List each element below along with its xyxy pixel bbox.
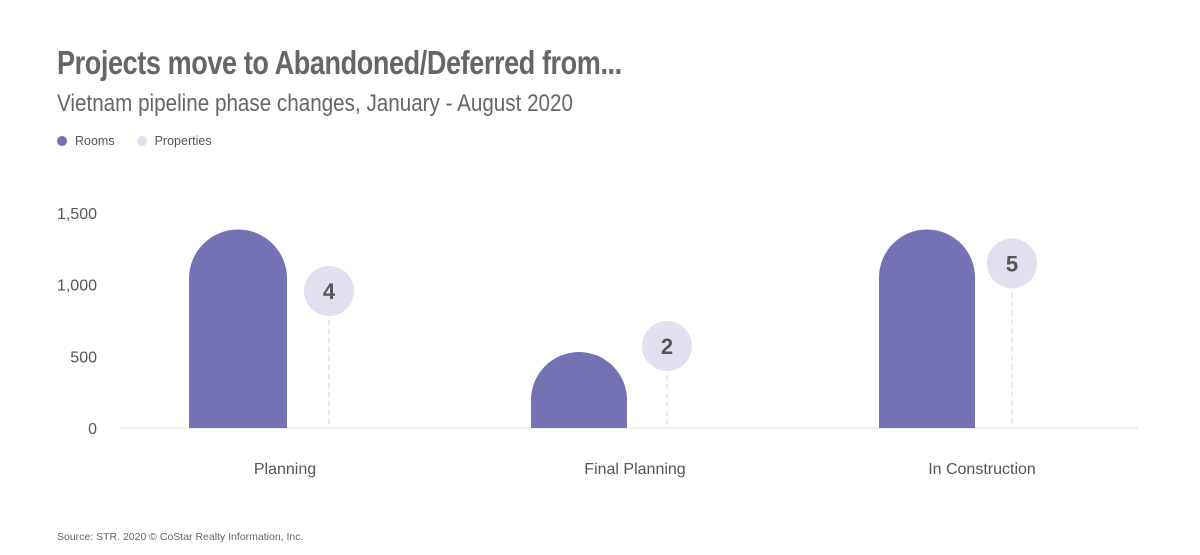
bar-rooms-planning xyxy=(189,229,287,428)
legend-label-rooms: Rooms xyxy=(75,134,115,148)
x-category-label: Final Planning xyxy=(584,461,685,478)
properties-value-label: 4 xyxy=(323,279,336,304)
legend: Rooms Properties xyxy=(57,134,212,148)
legend-swatch-properties xyxy=(136,136,147,146)
y-tick-label: 1,500 xyxy=(57,206,97,223)
properties-value-label: 2 xyxy=(661,334,673,359)
properties-bubble xyxy=(642,321,692,371)
legend-label-properties: Properties xyxy=(154,134,212,148)
properties-value-label: 5 xyxy=(1006,252,1018,277)
legend-item-rooms: Rooms xyxy=(57,134,115,148)
y-tick-label: 1,000 xyxy=(57,278,97,295)
bar-rooms-in-construction xyxy=(879,229,975,428)
y-tick-label: 500 xyxy=(70,349,97,366)
chart-subtitle: Vietnam pipeline phase changes, January … xyxy=(57,90,573,117)
properties-bubble xyxy=(987,238,1037,289)
y-tick-label: 0 xyxy=(88,421,97,438)
x-category-label: In Construction xyxy=(928,461,1036,478)
legend-item-properties: Properties xyxy=(136,134,212,148)
properties-bubble xyxy=(304,266,354,316)
x-category-label: Planning xyxy=(254,461,316,478)
bar-rooms-final-planning xyxy=(531,352,627,428)
source-note: Source: STR. 2020 © CoStar Realty Inform… xyxy=(57,531,304,543)
chart-title: Projects move to Abandoned/Deferred from… xyxy=(57,44,622,81)
legend-swatch-rooms xyxy=(57,136,67,146)
